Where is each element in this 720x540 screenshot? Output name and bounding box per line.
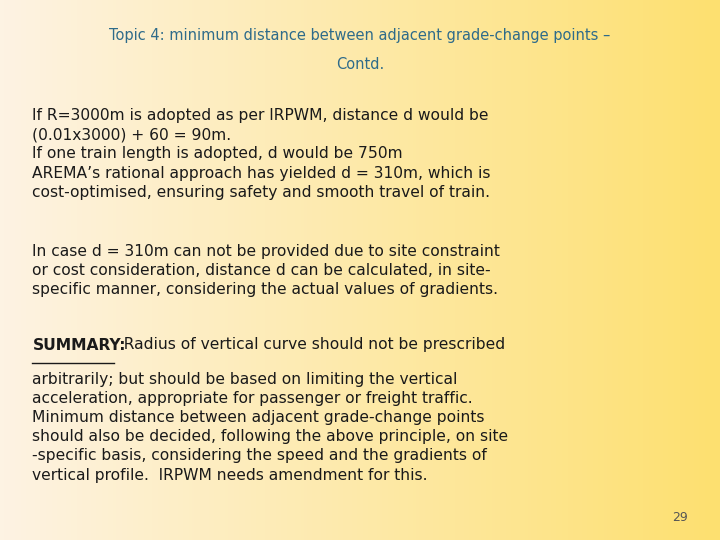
Text: 29: 29 [672,511,688,524]
Text: If R=3000m is adopted as per IRPWM, distance d would be
(0.01x3000) + 60 = 90m.
: If R=3000m is adopted as per IRPWM, dist… [32,108,491,200]
Text: Radius of vertical curve should not be prescribed: Radius of vertical curve should not be p… [114,338,505,353]
Text: SUMMARY:: SUMMARY: [32,338,126,353]
Text: Contd.: Contd. [336,57,384,72]
Text: In case d = 310m can not be provided due to site constraint
or cost consideratio: In case d = 310m can not be provided due… [32,244,500,298]
Text: arbitrarily; but should be based on limiting the vertical
acceleration, appropri: arbitrarily; but should be based on limi… [32,372,508,483]
Text: Topic 4: minimum distance between adjacent grade-change points –: Topic 4: minimum distance between adjace… [109,28,611,43]
